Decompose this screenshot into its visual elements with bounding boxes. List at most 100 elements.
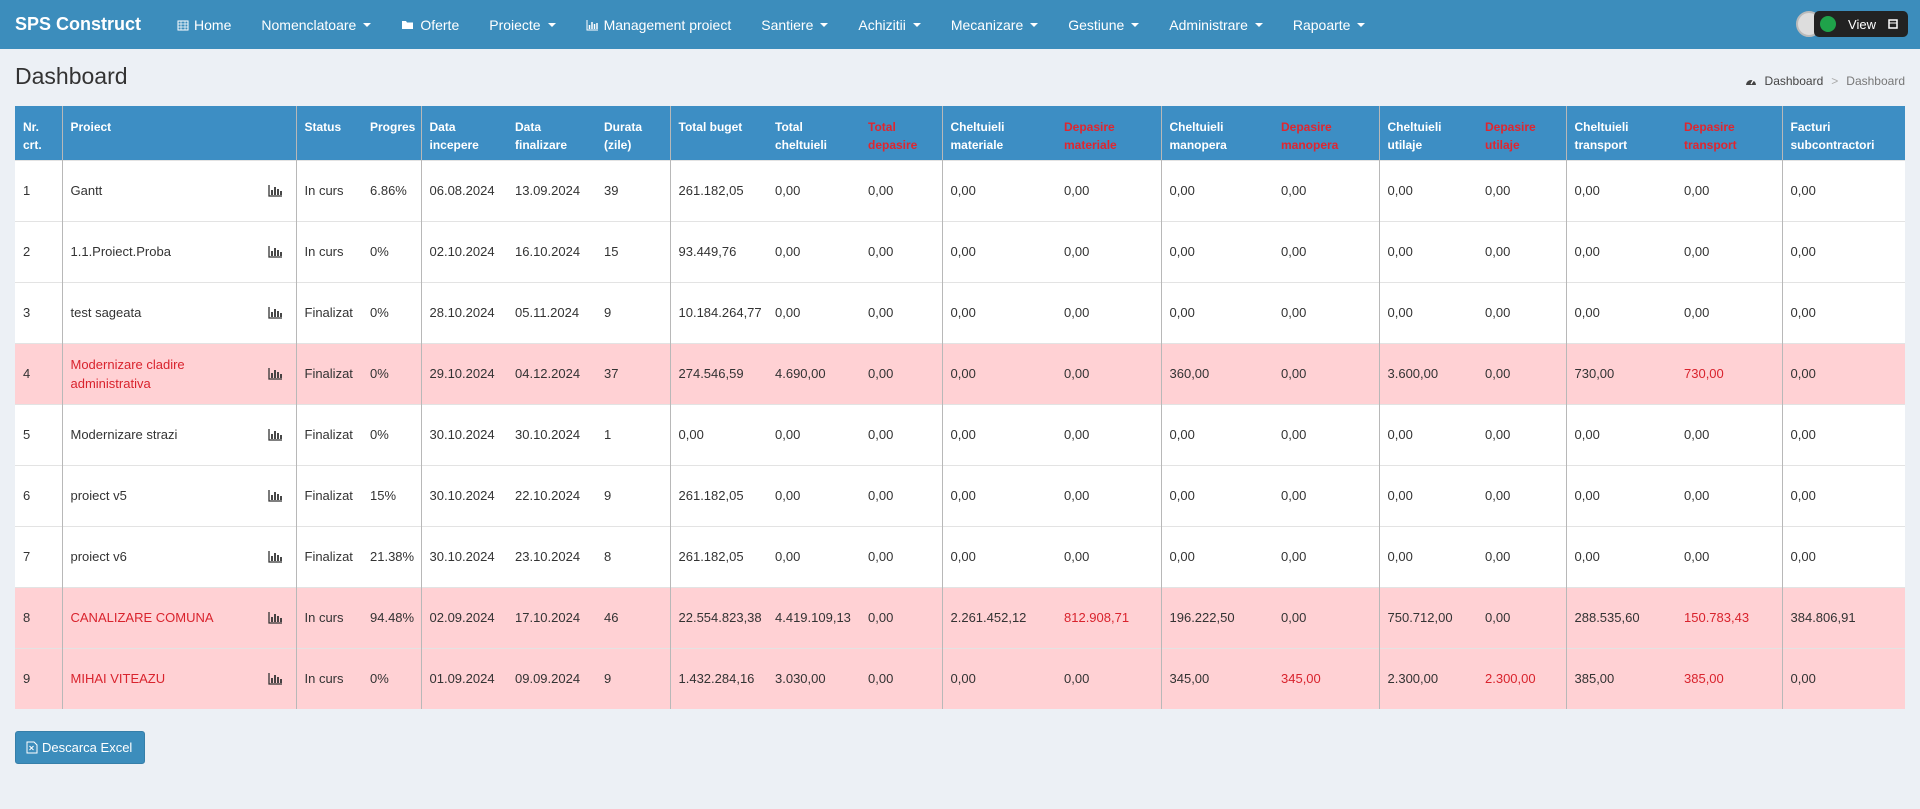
gantt-link[interactable] xyxy=(268,246,282,258)
table-cell: 0,00 xyxy=(1273,282,1379,343)
table-cell: 0,00 xyxy=(767,526,860,587)
nav-item[interactable]: Home xyxy=(162,17,246,33)
table-cell: 0,00 xyxy=(1379,404,1477,465)
table-cell: 0,00 xyxy=(1782,465,1905,526)
nav-label: Gestiune xyxy=(1068,17,1124,33)
table-cell: 0,00 xyxy=(942,282,1056,343)
table-cell: 0,00 xyxy=(1477,160,1566,221)
table-cell: 21.38% xyxy=(362,526,421,587)
table-cell: Finalizat xyxy=(296,465,362,526)
table-cell: 0,00 xyxy=(1273,587,1379,648)
column-header: Status xyxy=(296,106,362,160)
table-cell: 0,00 xyxy=(1477,221,1566,282)
table-cell: 16.10.2024 xyxy=(507,221,596,282)
nav-item[interactable]: Gestiune xyxy=(1053,17,1154,33)
table-cell: 6.86% xyxy=(362,160,421,221)
column-header: Data incepere xyxy=(421,106,507,160)
table-cell: 750.712,00 xyxy=(1379,587,1477,648)
gantt-link[interactable] xyxy=(268,490,282,502)
table-cell: 0,00 xyxy=(1676,404,1782,465)
project-name: 1.1.Proiect.Proba xyxy=(62,221,296,282)
table-cell: 0,00 xyxy=(860,221,942,282)
dropdown-caret xyxy=(1030,23,1038,27)
gantt-link[interactable] xyxy=(268,368,282,380)
nav-item[interactable]: Santiere xyxy=(746,17,843,33)
column-header: Cheltuieli manopera xyxy=(1161,106,1273,160)
view-toggle[interactable]: View xyxy=(1814,11,1908,37)
table-cell: 150.783,43 xyxy=(1676,587,1782,648)
table-cell: 01.09.2024 xyxy=(421,648,507,709)
toggle-label: View xyxy=(1848,17,1876,32)
nav-item[interactable]: Oferte xyxy=(386,17,474,33)
table-cell: 1.432.284,16 xyxy=(670,648,767,709)
navbar: SPS Construct Home Nomenclatoare OfertePro… xyxy=(0,0,1920,49)
table-cell: 0,00 xyxy=(860,343,942,404)
project-name: Modernizare strazi xyxy=(62,404,296,465)
column-header: Data finalizare xyxy=(507,106,596,160)
nav-label: Nomenclatoare xyxy=(261,17,356,33)
table-cell: 28.10.2024 xyxy=(421,282,507,343)
table-cell: 261.182,05 xyxy=(670,160,767,221)
nav-label: Rapoarte xyxy=(1293,17,1351,33)
nav-label: Administrare xyxy=(1169,17,1248,33)
table-cell: 0,00 xyxy=(1566,221,1676,282)
download-excel-button[interactable]: Descarca Excel xyxy=(15,731,145,764)
column-header: Total depasire xyxy=(860,106,942,160)
table-cell: 02.09.2024 xyxy=(421,587,507,648)
column-header: Total cheltuieli xyxy=(767,106,860,160)
table-cell: 0,00 xyxy=(1056,282,1161,343)
table-cell: 0,00 xyxy=(767,221,860,282)
gantt-link[interactable] xyxy=(268,551,282,563)
table-cell: 0,00 xyxy=(1566,160,1676,221)
nav-item[interactable]: Rapoarte xyxy=(1278,17,1381,33)
table-cell: 0,00 xyxy=(1566,526,1676,587)
table-cell: 93.449,76 xyxy=(670,221,767,282)
table-cell: 360,00 xyxy=(1161,343,1273,404)
nav-item[interactable]: Nomenclatoare xyxy=(246,17,386,33)
table-cell: 3.600,00 xyxy=(1379,343,1477,404)
table-cell: 0,00 xyxy=(1056,221,1161,282)
nav-item[interactable]: Management proiect xyxy=(571,17,747,33)
table-cell: 288.535,60 xyxy=(1566,587,1676,648)
table-cell: 94.48% xyxy=(362,587,421,648)
nav-label: Santiere xyxy=(761,17,813,33)
table-cell: 730,00 xyxy=(1676,343,1782,404)
dropdown-caret xyxy=(363,23,371,27)
dropdown-caret xyxy=(1131,23,1139,27)
nav-item[interactable]: Administrare xyxy=(1154,17,1278,33)
table-cell: 0,00 xyxy=(1782,526,1905,587)
gantt-link[interactable] xyxy=(268,307,282,319)
gantt-link[interactable] xyxy=(268,612,282,624)
gantt-link[interactable] xyxy=(268,673,282,685)
table-cell: 0,00 xyxy=(1477,282,1566,343)
nav-item[interactable]: Mecanizare xyxy=(936,17,1053,33)
column-header: Depasire utilaje xyxy=(1477,106,1566,160)
table-cell: 0,00 xyxy=(1782,404,1905,465)
table-cell: 0,00 xyxy=(1056,465,1161,526)
nav-item[interactable]: Achizitii xyxy=(843,17,935,33)
brand[interactable]: SPS Construct xyxy=(0,14,156,35)
table-cell: 46 xyxy=(596,587,670,648)
dropdown-caret xyxy=(548,23,556,27)
table-cell: 0,00 xyxy=(1161,282,1273,343)
table-cell: 0,00 xyxy=(1161,160,1273,221)
gantt-link[interactable] xyxy=(268,429,282,441)
breadcrumb-item[interactable]: Dashboard xyxy=(1765,74,1824,88)
table-cell: 15% xyxy=(362,465,421,526)
table-cell: Finalizat xyxy=(296,282,362,343)
column-header: Total buget xyxy=(670,106,767,160)
table-cell: 0,00 xyxy=(1273,221,1379,282)
table-cell: 9 xyxy=(596,648,670,709)
dropdown-caret xyxy=(820,23,828,27)
table-cell: 0,00 xyxy=(1056,160,1161,221)
table-cell: 0,00 xyxy=(860,526,942,587)
nav-item[interactable]: Proiecte xyxy=(474,17,570,33)
table-cell: 345,00 xyxy=(1161,648,1273,709)
column-header: Depasire materiale xyxy=(1056,106,1161,160)
table-cell: 0,00 xyxy=(1477,343,1566,404)
table-cell: Finalizat xyxy=(296,343,362,404)
gantt-link[interactable] xyxy=(268,185,282,197)
table-cell: 730,00 xyxy=(1566,343,1676,404)
table-cell: 3 xyxy=(15,282,62,343)
